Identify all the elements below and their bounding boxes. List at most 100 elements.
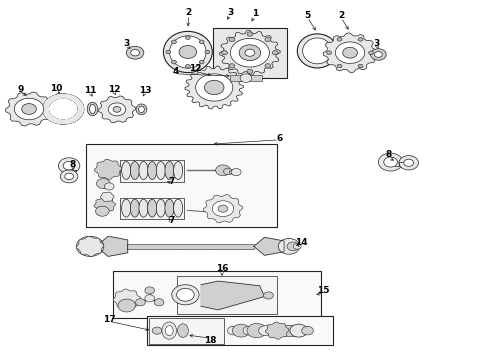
Circle shape — [43, 105, 49, 109]
Text: 3: 3 — [227, 8, 233, 17]
Circle shape — [43, 103, 49, 108]
Circle shape — [358, 64, 363, 68]
Circle shape — [48, 98, 54, 102]
Circle shape — [73, 116, 78, 121]
Circle shape — [136, 299, 146, 306]
Circle shape — [62, 94, 68, 98]
Circle shape — [49, 116, 54, 121]
Circle shape — [77, 104, 83, 108]
Circle shape — [66, 119, 72, 123]
Circle shape — [185, 36, 190, 40]
Circle shape — [44, 111, 49, 115]
Polygon shape — [5, 92, 52, 126]
Circle shape — [78, 107, 84, 112]
Ellipse shape — [139, 199, 148, 217]
Ellipse shape — [170, 36, 206, 68]
Circle shape — [74, 115, 80, 119]
Circle shape — [52, 95, 58, 100]
Circle shape — [60, 120, 66, 124]
Ellipse shape — [165, 325, 173, 336]
Circle shape — [46, 114, 51, 118]
Circle shape — [204, 80, 224, 95]
Circle shape — [68, 95, 74, 100]
Circle shape — [46, 114, 52, 118]
Circle shape — [97, 179, 110, 189]
Circle shape — [77, 110, 83, 114]
Circle shape — [199, 40, 204, 44]
Circle shape — [64, 94, 70, 98]
Circle shape — [76, 101, 82, 105]
Circle shape — [78, 105, 83, 109]
Circle shape — [47, 98, 53, 103]
Circle shape — [43, 110, 49, 114]
Circle shape — [259, 325, 272, 336]
Bar — [127, 244, 254, 249]
Ellipse shape — [147, 162, 157, 180]
Circle shape — [64, 120, 70, 124]
Circle shape — [78, 108, 84, 113]
Circle shape — [75, 100, 81, 104]
Circle shape — [229, 37, 235, 42]
Text: 5: 5 — [304, 10, 311, 19]
Circle shape — [368, 51, 373, 54]
Circle shape — [66, 119, 72, 123]
Circle shape — [44, 112, 50, 117]
Circle shape — [50, 117, 56, 122]
Text: 7: 7 — [169, 176, 175, 185]
Text: 11: 11 — [84, 86, 97, 95]
Circle shape — [370, 49, 386, 60]
Circle shape — [61, 94, 67, 98]
Circle shape — [69, 95, 74, 100]
Text: 8: 8 — [386, 150, 392, 159]
Ellipse shape — [297, 34, 337, 68]
Circle shape — [278, 238, 300, 254]
Circle shape — [64, 120, 70, 124]
Circle shape — [58, 120, 64, 124]
Circle shape — [70, 96, 76, 100]
Polygon shape — [94, 197, 116, 213]
Polygon shape — [220, 31, 280, 75]
Circle shape — [43, 106, 49, 111]
Circle shape — [58, 94, 64, 98]
Circle shape — [49, 117, 55, 121]
Circle shape — [74, 99, 80, 103]
Circle shape — [232, 324, 250, 337]
Circle shape — [358, 37, 363, 41]
Circle shape — [46, 99, 52, 103]
Polygon shape — [185, 66, 244, 109]
Circle shape — [77, 111, 83, 115]
Circle shape — [43, 104, 49, 108]
Circle shape — [65, 94, 71, 99]
Circle shape — [43, 109, 49, 114]
Circle shape — [78, 108, 84, 112]
Circle shape — [378, 153, 403, 171]
Ellipse shape — [177, 324, 188, 337]
Circle shape — [60, 94, 66, 98]
Circle shape — [78, 107, 84, 111]
Circle shape — [67, 119, 73, 123]
Circle shape — [49, 117, 55, 121]
Ellipse shape — [156, 162, 165, 180]
Polygon shape — [254, 237, 284, 255]
Circle shape — [45, 113, 51, 118]
Circle shape — [71, 117, 76, 122]
Polygon shape — [203, 194, 243, 223]
Circle shape — [78, 105, 84, 109]
Circle shape — [374, 51, 382, 57]
Circle shape — [152, 327, 162, 334]
Circle shape — [199, 60, 204, 64]
Circle shape — [44, 102, 50, 106]
Circle shape — [172, 285, 199, 305]
Circle shape — [44, 102, 50, 106]
Circle shape — [49, 97, 55, 101]
Circle shape — [51, 118, 57, 122]
Circle shape — [65, 94, 71, 99]
Circle shape — [52, 95, 58, 99]
Bar — [213, 28, 287, 78]
Circle shape — [55, 95, 61, 99]
Circle shape — [287, 242, 299, 251]
Circle shape — [44, 112, 49, 116]
Circle shape — [72, 97, 78, 102]
Circle shape — [78, 109, 83, 113]
Circle shape — [43, 107, 49, 112]
